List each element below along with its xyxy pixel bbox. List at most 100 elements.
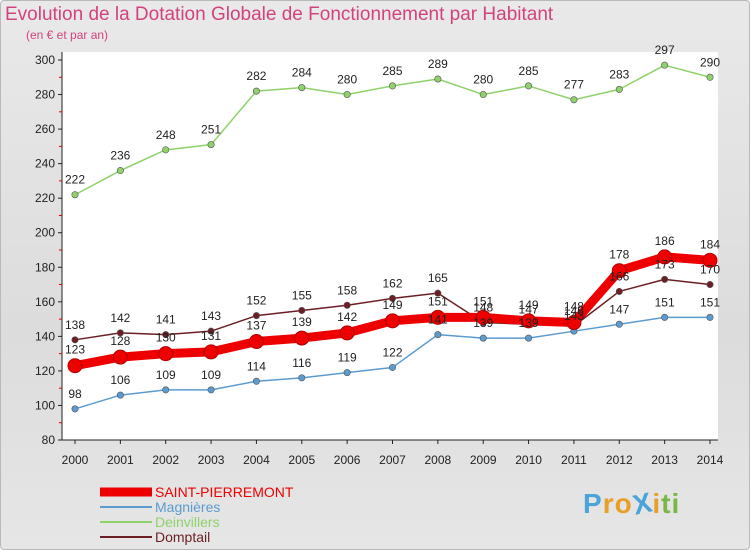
data-label: 151	[473, 294, 493, 308]
data-point	[343, 91, 351, 99]
data-point	[248, 334, 264, 350]
data-point	[479, 334, 487, 342]
x-tick-label: 2007	[379, 453, 406, 467]
data-label: 184	[700, 237, 720, 251]
data-label: 142	[337, 310, 357, 324]
legend-item-saint-pierremont: SAINT-PIERREMONT	[100, 484, 360, 500]
logo-letter: P	[583, 488, 603, 519]
data-point	[71, 336, 79, 344]
data-point	[615, 85, 623, 93]
data-point	[706, 281, 714, 289]
data-point	[615, 287, 623, 295]
data-label: 186	[655, 234, 675, 248]
data-label: 283	[609, 67, 629, 81]
logo-letter: t	[661, 488, 672, 519]
data-point	[67, 358, 83, 374]
data-point	[521, 313, 537, 329]
data-label: 151	[700, 295, 720, 309]
x-tick-label: 2004	[243, 453, 270, 467]
data-label: 152	[246, 294, 266, 308]
y-tick-label: 220	[35, 191, 55, 205]
data-label: 131	[201, 329, 221, 343]
logo-letter: i	[652, 488, 662, 519]
data-label: 251	[201, 123, 221, 137]
plot-area	[62, 52, 718, 440]
data-point	[158, 346, 174, 362]
y-tick-label: 80	[42, 433, 56, 447]
data-point	[388, 294, 396, 302]
data-point	[207, 141, 215, 149]
x-tick-label: 2012	[606, 453, 633, 467]
data-point	[162, 146, 170, 154]
chart-title: Evolution de la Dotation Globale de Fonc…	[5, 4, 554, 25]
data-label: 139	[473, 316, 493, 330]
y-tick-label: 280	[35, 88, 55, 102]
data-point	[434, 331, 442, 339]
y-tick-label: 160	[35, 295, 55, 309]
data-point	[207, 327, 215, 335]
data-label: 138	[65, 318, 85, 332]
data-point	[570, 96, 578, 104]
data-label: 147	[609, 302, 629, 316]
data-point	[475, 309, 491, 325]
data-label: 158	[337, 283, 357, 297]
data-point	[388, 363, 396, 371]
data-label: 280	[473, 73, 493, 87]
proxiti-logo: ProXiti	[583, 486, 681, 520]
data-point	[339, 325, 355, 341]
x-tick-label: 2014	[697, 453, 724, 467]
data-label: 116	[292, 356, 311, 370]
data-point	[71, 405, 79, 413]
data-label: 222	[65, 173, 85, 187]
data-point	[611, 263, 627, 279]
data-point	[566, 315, 582, 331]
data-label: 155	[292, 288, 312, 302]
y-tick-label: 200	[35, 226, 55, 240]
data-point	[706, 313, 714, 321]
data-point	[343, 301, 351, 309]
data-point	[706, 73, 714, 81]
data-label: 122	[382, 345, 402, 359]
data-label: 123	[65, 343, 85, 357]
data-label: 284	[292, 66, 312, 80]
data-label-layer: 98 106 109 109 114 116 119 122 141 139 139 143 147 15…	[65, 43, 720, 401]
data-point	[116, 329, 124, 337]
data-label: 282	[246, 69, 266, 83]
data-point	[162, 386, 170, 394]
data-point	[116, 167, 124, 175]
data-point	[252, 312, 260, 320]
data-point	[298, 374, 306, 382]
data-label: 137	[246, 319, 266, 333]
legend-swatch-deinvillers	[100, 521, 152, 523]
data-label: 170	[700, 263, 720, 277]
data-point	[434, 75, 442, 83]
data-point	[525, 82, 533, 90]
data-label: 114	[247, 359, 266, 373]
data-point	[252, 87, 260, 95]
data-point	[252, 377, 260, 385]
data-point	[71, 191, 79, 199]
data-point	[385, 313, 400, 329]
data-label: 285	[519, 64, 539, 78]
legend-label-deinvillers: Deinvillers	[155, 514, 220, 530]
x-tick-label: 2006	[334, 453, 361, 467]
legend-label-saint-pierremont: SAINT-PIERREMONT	[155, 484, 294, 500]
legend-item-domptail: Domptail	[100, 529, 360, 545]
data-label: 139	[292, 315, 312, 329]
legend-swatch-domptail	[100, 536, 152, 538]
data-label: 143	[201, 309, 221, 323]
legend-item-deinvillers: Deinvillers	[100, 514, 360, 530]
data-label: 148	[473, 301, 493, 315]
data-label: 143	[564, 309, 584, 323]
data-point	[661, 313, 669, 321]
data-label: 149	[382, 298, 402, 312]
logo-letter: i	[671, 488, 681, 519]
data-label: 141	[156, 313, 176, 327]
x-tick-label: 2011	[561, 453, 587, 467]
y-tick-label: 140	[35, 329, 55, 343]
data-label: 148	[564, 300, 584, 314]
x-tick-label: 2005	[288, 453, 315, 467]
data-label: 147	[519, 302, 539, 316]
data-label: 173	[655, 257, 675, 271]
data-point	[702, 252, 718, 268]
